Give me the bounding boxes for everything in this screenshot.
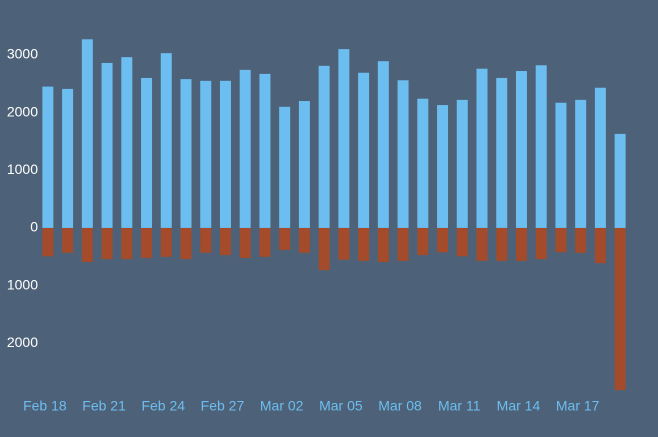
bar <box>62 227 74 253</box>
bar <box>121 57 133 228</box>
bar <box>594 227 606 264</box>
x-tick-label: Mar 08 <box>378 398 422 414</box>
x-tick-label: Mar 11 <box>438 398 481 414</box>
bar <box>200 227 212 253</box>
bar <box>535 227 547 260</box>
bar <box>555 102 567 228</box>
x-tick-label: Feb 21 <box>82 398 126 414</box>
bar <box>62 88 74 228</box>
x-tick-label: Mar 02 <box>260 398 304 414</box>
bar <box>358 72 370 228</box>
bar <box>160 227 172 257</box>
bar <box>476 227 488 261</box>
bar <box>42 227 54 257</box>
y-tick-label: 1000 <box>7 276 38 292</box>
bar <box>417 98 429 228</box>
bar <box>101 227 113 260</box>
bar <box>42 86 54 228</box>
bar <box>515 227 527 261</box>
bar <box>535 65 547 228</box>
bar <box>338 227 350 260</box>
bar <box>259 227 271 257</box>
bar <box>338 49 350 228</box>
bar <box>121 227 133 260</box>
x-tick-label: Mar 14 <box>497 398 541 414</box>
bar <box>239 227 251 258</box>
bar <box>318 227 330 271</box>
bar <box>81 227 93 263</box>
bar <box>141 77 153 228</box>
bar <box>515 71 527 228</box>
bar <box>437 105 449 228</box>
bar <box>456 99 468 228</box>
bar <box>298 101 310 228</box>
bar <box>437 227 449 253</box>
bar <box>555 227 567 253</box>
bar <box>417 227 429 256</box>
bar <box>496 227 508 261</box>
bar <box>476 68 488 228</box>
bar <box>377 61 389 228</box>
bar <box>219 227 231 256</box>
bar <box>180 227 192 260</box>
y-tick-label: 3000 <box>7 46 38 62</box>
y-tick-label: 2000 <box>7 334 38 350</box>
bar <box>614 227 626 391</box>
y-tick-label: 2000 <box>7 103 38 119</box>
bar <box>239 69 251 228</box>
bar <box>614 133 626 228</box>
bar <box>180 79 192 228</box>
bar <box>318 65 330 228</box>
bar <box>279 106 291 228</box>
bar <box>81 39 93 228</box>
y-tick-label: 1000 <box>7 161 38 177</box>
bar <box>298 227 310 253</box>
bar <box>101 62 113 228</box>
x-tick-label: Feb 27 <box>201 398 245 414</box>
bar <box>377 227 389 263</box>
bar <box>259 73 271 228</box>
bar <box>397 227 409 261</box>
bar <box>575 99 587 228</box>
bar <box>575 227 587 253</box>
y-tick-label: 0 <box>30 219 38 235</box>
bar <box>358 227 370 261</box>
x-tick-label: Feb 24 <box>141 398 185 414</box>
bar <box>141 227 153 258</box>
x-tick-label: Mar 05 <box>319 398 363 414</box>
bar <box>397 80 409 228</box>
x-tick-label: Mar 17 <box>556 398 600 414</box>
bar <box>496 77 508 228</box>
x-tick-label: Feb 18 <box>23 398 67 414</box>
bar <box>200 80 212 228</box>
bar <box>160 53 172 228</box>
bar <box>456 227 468 257</box>
bar <box>594 87 606 228</box>
bar <box>279 227 291 250</box>
bar <box>219 80 231 228</box>
